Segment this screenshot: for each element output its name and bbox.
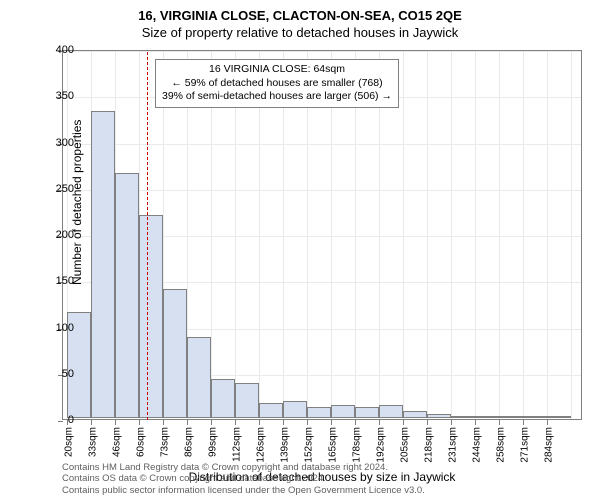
histogram-bar — [379, 405, 403, 418]
xtick-mark — [259, 420, 260, 425]
ytick-label: 200 — [44, 229, 74, 241]
gridline-v — [475, 51, 476, 419]
footer-line: Contains OS data © Crown copyright and d… — [62, 473, 582, 484]
gridline-v — [427, 51, 428, 419]
xtick-mark — [91, 420, 92, 425]
xtick-mark — [307, 420, 308, 425]
ytick-label: 250 — [44, 183, 74, 195]
xtick-label: 73sqm — [160, 427, 171, 457]
plot-box: 20sqm33sqm46sqm60sqm73sqm86sqm99sqm112sq… — [62, 50, 582, 420]
histogram-bar — [211, 379, 235, 418]
xtick-mark — [283, 420, 284, 425]
histogram-bar — [523, 416, 547, 418]
xtick-label: 20sqm — [64, 427, 75, 457]
annotation-line: 16 VIRGINIA CLOSE: 64sqm — [162, 63, 392, 77]
xtick-label: 139sqm — [280, 427, 291, 463]
histogram-bar — [331, 405, 355, 418]
chart-title-sub: Size of property relative to detached ho… — [0, 23, 600, 40]
gridline-h — [63, 144, 581, 145]
xtick-mark — [403, 420, 404, 425]
histogram-bar — [115, 173, 139, 418]
xtick-label: 244sqm — [472, 427, 483, 463]
ytick-label: 150 — [44, 275, 74, 287]
xtick-label: 112sqm — [232, 427, 243, 462]
annotation-box: 16 VIRGINIA CLOSE: 64sqm← 59% of detache… — [155, 59, 399, 108]
xtick-label: 178sqm — [352, 427, 363, 463]
gridline-v — [403, 51, 404, 419]
annotation-line: ← 59% of detached houses are smaller (76… — [162, 77, 392, 91]
gridline-v — [523, 51, 524, 419]
xtick-label: 86sqm — [184, 427, 195, 457]
xtick-label: 231sqm — [448, 427, 459, 463]
xtick-mark — [139, 420, 140, 425]
ytick-label: 50 — [44, 368, 74, 380]
ytick-label: 400 — [44, 44, 74, 56]
histogram-bar — [499, 416, 523, 418]
xtick-label: 165sqm — [328, 427, 339, 463]
footer-line: Contains public sector information licen… — [62, 485, 582, 496]
xtick-label: 218sqm — [424, 427, 435, 463]
reference-line — [147, 52, 148, 420]
histogram-bar — [475, 416, 499, 418]
histogram-bar — [547, 416, 571, 418]
xtick-mark — [235, 420, 236, 425]
xtick-label: 192sqm — [376, 427, 387, 463]
histogram-bar — [283, 401, 307, 418]
xtick-mark — [163, 420, 164, 425]
xtick-label: 33sqm — [88, 427, 99, 457]
xtick-mark — [355, 420, 356, 425]
xtick-mark — [523, 420, 524, 425]
xtick-mark — [427, 420, 428, 425]
histogram-bar — [187, 337, 211, 418]
xtick-mark — [475, 420, 476, 425]
footer-line: Contains HM Land Registry data © Crown c… — [62, 462, 582, 473]
histogram-bar — [139, 215, 163, 419]
histogram-bar — [163, 289, 187, 419]
xtick-mark — [331, 420, 332, 425]
xtick-label: 258sqm — [496, 427, 507, 463]
xtick-mark — [547, 420, 548, 425]
chart-area: 20sqm33sqm46sqm60sqm73sqm86sqm99sqm112sq… — [62, 50, 582, 420]
chart-footer: Contains HM Land Registry data © Crown c… — [62, 462, 582, 496]
xtick-label: 152sqm — [304, 427, 315, 463]
annotation-line: 39% of semi-detached houses are larger (… — [162, 90, 392, 104]
histogram-bar — [427, 414, 451, 418]
gridline-v — [547, 51, 548, 419]
xtick-mark — [379, 420, 380, 425]
gridline-v — [571, 51, 572, 419]
gridline-h — [63, 51, 581, 52]
xtick-label: 99sqm — [208, 427, 219, 457]
histogram-bar — [307, 407, 331, 418]
histogram-bar — [451, 416, 475, 418]
xtick-mark — [115, 420, 116, 425]
xtick-label: 271sqm — [520, 427, 531, 463]
ytick-label: 0 — [44, 414, 74, 426]
xtick-mark — [451, 420, 452, 425]
xtick-label: 126sqm — [256, 427, 267, 463]
histogram-bar — [403, 411, 427, 418]
xtick-mark — [499, 420, 500, 425]
histogram-bar — [235, 383, 259, 418]
xtick-mark — [187, 420, 188, 425]
histogram-bar — [259, 403, 283, 418]
gridline-v — [499, 51, 500, 419]
chart-title-main: 16, VIRGINIA CLOSE, CLACTON-ON-SEA, CO15… — [0, 0, 600, 23]
histogram-bar — [355, 407, 379, 418]
ytick-label: 350 — [44, 90, 74, 102]
ytick-label: 100 — [44, 322, 74, 334]
gridline-h — [63, 190, 581, 191]
histogram-bar — [91, 111, 115, 418]
xtick-label: 205sqm — [400, 427, 411, 463]
xtick-label: 284sqm — [544, 427, 555, 463]
xtick-mark — [211, 420, 212, 425]
xtick-label: 60sqm — [136, 427, 147, 457]
ytick-label: 300 — [44, 137, 74, 149]
xtick-label: 46sqm — [112, 427, 123, 457]
gridline-v — [451, 51, 452, 419]
